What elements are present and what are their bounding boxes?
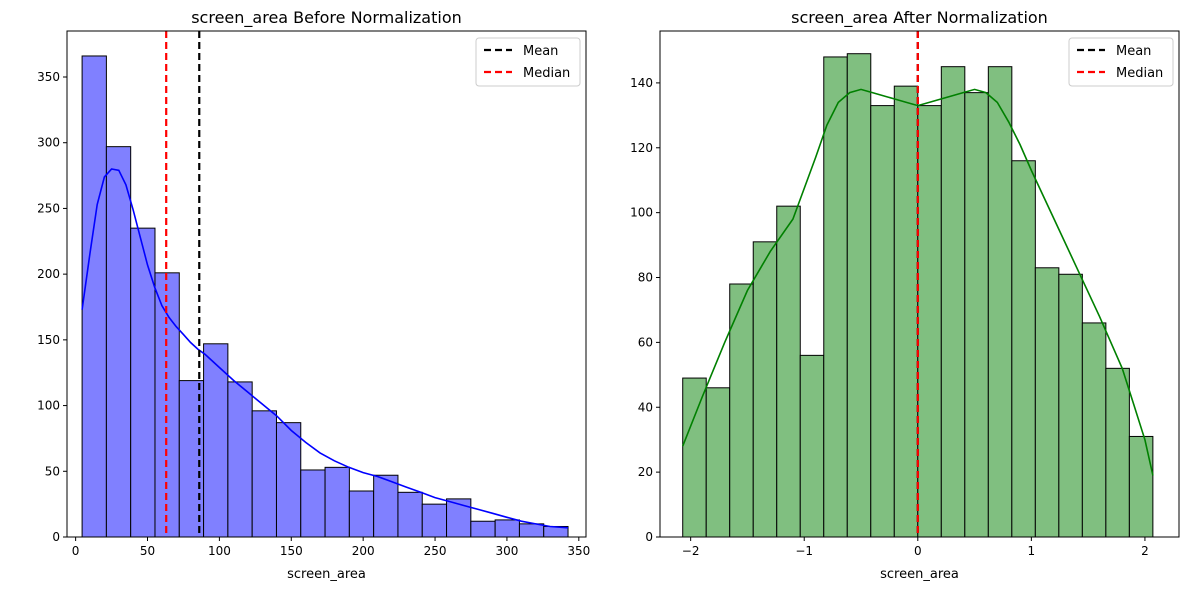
histogram-bar-6 [227,381,253,538]
x-tick-label: 0 [72,544,80,558]
x-axis-label: screen_area [880,567,959,582]
histogram-bar-17 [494,519,520,538]
x-ticks: 0 50 100 150 200 250 300 350 [72,537,590,558]
y-tick-label: 250 [37,201,60,215]
legend: Mean Median [475,37,581,87]
panel-after-normalization: −2 −1 0 1 2 0 20 40 60 80 100 120 140 screen_area A… [630,8,1180,582]
y-ticks: 0 50 100 150 200 250 300 350 [37,70,67,544]
histogram-bars [682,53,1154,538]
x-tick-label: 0 [914,544,922,558]
histogram-bar-18 [518,523,545,538]
y-tick-label: 40 [638,400,653,414]
histogram-bar-18 [1105,367,1130,538]
histogram-bar-13 [397,491,423,538]
y-tick-label: 140 [630,76,653,90]
histogram-bar-17 [1081,322,1107,538]
histogram-bar-8 [275,422,302,538]
y-tick-label: 300 [37,136,60,150]
plot-frame [66,30,587,538]
y-tick-label: 0 [645,530,653,544]
histogram-bar-11 [348,490,375,538]
histogram-bar-10 [917,105,942,538]
y-tick-label: 60 [638,335,653,349]
x-tick-label: 200 [352,544,375,558]
panel-before-normalization: 0 50 100 150 200 250 300 350 0 50 100 150 200 250 300… [37,8,590,582]
x-tick-label: −2 [682,544,700,558]
histogram-bar-9 [893,85,919,538]
histogram-bar-13 [987,66,1013,538]
x-tick-label: 2 [1141,544,1149,558]
chart-title: screen_area After Normalization [791,8,1048,28]
histogram-bar-1 [105,146,132,538]
histogram-bar-14 [1011,160,1036,538]
y-tick-label: 50 [45,464,60,478]
y-tick-label: 20 [638,465,653,479]
histogram-bar-11 [940,66,966,538]
y-tick-label: 100 [37,399,60,413]
plot-frame [659,30,1180,538]
histogram-bar-16 [1058,273,1083,538]
histogram-bar-4 [178,380,205,538]
legend-mean-label: Mean [523,44,558,59]
histogram-bar-12 [373,474,399,538]
y-tick-label: 350 [37,70,60,84]
histogram-bar-2 [130,227,156,538]
histogram-bar-0 [81,55,107,538]
y-ticks: 0 20 40 60 80 100 120 140 [630,76,660,544]
x-tick-label: 250 [424,544,447,558]
histogram-bar-7 [251,410,277,538]
y-tick-label: 200 [37,267,60,281]
histogram-bar-12 [964,92,989,538]
y-tick-label: 80 [638,271,653,285]
histogram-bar-0 [682,377,707,538]
histogram-bar-3 [752,241,778,538]
histogram-bar-15 [446,498,472,538]
histogram-bar-16 [470,520,496,538]
y-tick-label: 120 [630,141,653,155]
histogram-bar-19 [1128,435,1154,538]
kde-curve [81,168,569,529]
histogram-bar-5 [799,354,825,538]
y-tick-label: 0 [52,530,60,544]
x-tick-label: 300 [495,544,518,558]
y-tick-label: 150 [37,333,60,347]
histogram-bar-15 [1034,267,1060,538]
x-tick-label: 50 [140,544,155,558]
histogram-bar-9 [300,469,326,538]
x-tick-label: 350 [567,544,590,558]
kde-curve [681,88,1154,476]
histogram-bars [81,55,569,538]
legend-median-label: Median [1116,66,1163,81]
y-tick-label: 100 [630,206,653,220]
legend-median-label: Median [523,66,570,81]
histogram-bar-10 [324,466,350,538]
histogram-bar-8 [870,105,895,538]
legend-mean-label: Mean [1116,44,1151,59]
x-axis-label: screen_area [287,567,366,582]
histogram-bar-14 [421,503,448,538]
legend: Mean Median [1068,37,1174,87]
x-tick-label: 1 [1028,544,1036,558]
x-tick-label: −1 [795,544,813,558]
x-tick-label: 100 [208,544,231,558]
x-tick-label: 150 [280,544,303,558]
histogram-bar-6 [823,56,848,538]
histogram-bar-4 [776,205,801,538]
x-ticks: −2 −1 0 1 2 [682,537,1149,558]
chart-title: screen_area Before Normalization [191,8,462,28]
histogram-bar-7 [846,53,872,538]
histogram-bar-1 [705,387,731,538]
